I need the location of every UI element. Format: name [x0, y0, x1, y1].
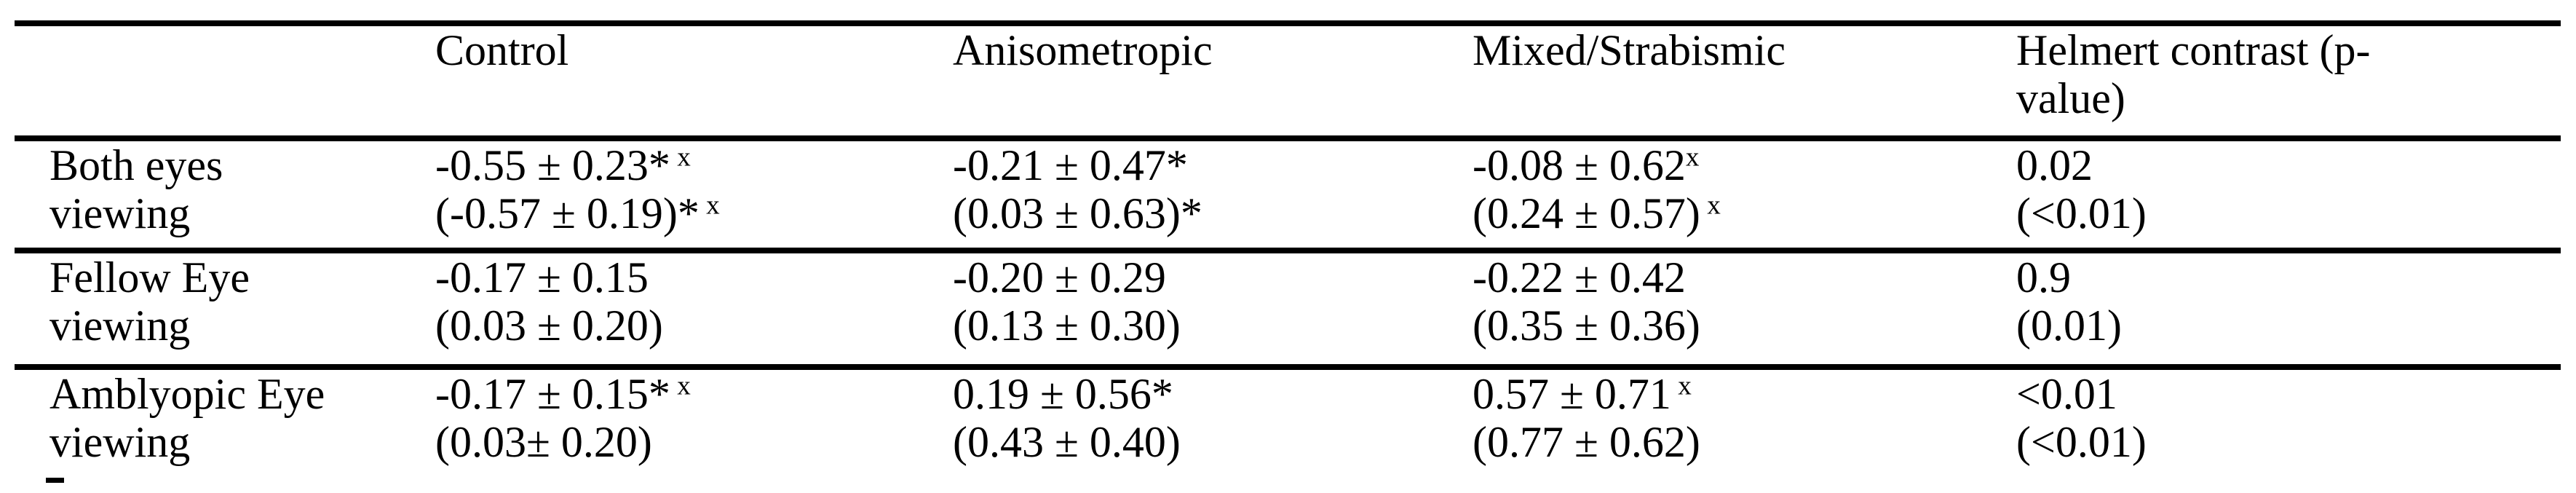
column-header-mixed-strabismic: Mixed/Strabismic [1473, 26, 1786, 74]
cell-fellow-eye-helmert: 0.9 (0.01) [2016, 251, 2561, 367]
cell-line-2: (0.43 ± 0.40) [953, 418, 1181, 466]
cell-amblyopic-eye-anisometropic: 0.19 ± 0.56* (0.43 ± 0.40) [953, 367, 1473, 493]
cell-line-2: (-0.57 ± 0.19)* x [435, 189, 720, 237]
header-line-1: Helmert contrast (p- [2016, 26, 2371, 74]
row-label-fellow-eye-viewing: Fellow Eye viewing [15, 251, 435, 367]
table-row-both-eyes-viewing: Both eyes viewing -0.55 ± 0.23* x (-0.57 ±… [15, 138, 2561, 251]
cell-both-eyes-anisometropic: -0.21 ± 0.47* (0.03 ± 0.63)* [953, 138, 1473, 251]
cell-both-eyes-mixed-strabismic: -0.08 ± 0.62x (0.24 ± 0.57) x [1473, 138, 2016, 251]
row-label-line-2: viewing [49, 189, 191, 237]
cell-both-eyes-helmert: 0.02 (<0.01) [2016, 138, 2561, 251]
cell-line-1: -0.17 ± 0.15* x [435, 370, 691, 418]
cell-fellow-eye-anisometropic: -0.20 ± 0.29 (0.13 ± 0.30) [953, 251, 1473, 367]
cell-line-2: (0.03± 0.20) [435, 418, 652, 466]
cell-line-2: (<0.01) [2016, 189, 2147, 237]
cell-line-1: 0.9 [2016, 253, 2071, 301]
cell-line-1: -0.17 ± 0.15 [435, 253, 649, 301]
superscript-x: x [670, 142, 691, 173]
row-label-line-1: Both eyes [49, 141, 223, 189]
cell-line-2: (0.35 ± 0.36) [1473, 301, 1700, 350]
cell-line-2: (0.03 ± 0.63)* [953, 189, 1202, 237]
table-row-fellow-eye-viewing: Fellow Eye viewing -0.17 ± 0.15 (0.03 ± 0.… [15, 251, 2561, 367]
column-header-anisometropic: Anisometropic [953, 26, 1213, 74]
header-line-2: value) [2016, 74, 2125, 122]
row-label-line-1: Fellow Eye [49, 253, 250, 301]
superscript-x: x [1700, 190, 1721, 221]
cell-line-2: (0.13 ± 0.30) [953, 301, 1181, 350]
cell-amblyopic-eye-helmert: <0.01 (<0.01) [2016, 367, 2561, 493]
table-row-amblyopic-eye-viewing: Amblyopic Eye viewing -0.17 ± 0.15* x (0.0… [15, 367, 2561, 493]
header-row: Control Anisometropic Mixed/Strabismic H… [15, 23, 2561, 138]
cell-amblyopic-eye-mixed-strabismic: 0.57 ± 0.71 x (0.77 ± 0.62) [1473, 367, 2016, 493]
column-header-control: Control [435, 26, 569, 74]
partial-bottom-rule [46, 478, 64, 483]
cell-line-1: -0.22 ± 0.42 [1473, 253, 1686, 301]
cell-line-1: -0.21 ± 0.47* [953, 141, 1188, 189]
cell-line-1: -0.20 ± 0.29 [953, 253, 1166, 301]
cell-both-eyes-control: -0.55 ± 0.23* x (-0.57 ± 0.19)* x [435, 138, 953, 251]
row-label-both-eyes-viewing: Both eyes viewing [15, 138, 435, 251]
cell-line-2: (<0.01) [2016, 418, 2147, 466]
superscript-x: x [699, 190, 720, 221]
superscript-x: x [1685, 142, 1700, 173]
cell-line-2: (0.24 ± 0.57) x [1473, 189, 1721, 237]
row-label-line-2: viewing [49, 418, 191, 466]
header-blank-cell [15, 23, 435, 138]
superscript-x: x [1671, 371, 1692, 401]
row-label-line-1: Amblyopic Eye [49, 370, 325, 418]
cell-line-1: <0.01 [2016, 370, 2117, 418]
cell-amblyopic-eye-control: -0.17 ± 0.15* x (0.03± 0.20) [435, 367, 953, 493]
helmert-contrast-table: Control Anisometropic Mixed/Strabismic H… [15, 20, 2561, 493]
cell-line-2: (0.77 ± 0.62) [1473, 418, 1700, 466]
superscript-x: x [670, 371, 691, 401]
cell-fellow-eye-control: -0.17 ± 0.15 (0.03 ± 0.20) [435, 251, 953, 367]
cell-line-2: (0.01) [2016, 301, 2122, 350]
cell-line-2: (0.03 ± 0.20) [435, 301, 663, 350]
cell-line-1: 0.02 [2016, 141, 2093, 189]
row-label-line-2: viewing [49, 301, 191, 350]
cell-line-1: -0.08 ± 0.62x [1473, 141, 1700, 189]
cell-line-1: 0.19 ± 0.56* [953, 370, 1173, 418]
cell-line-1: 0.57 ± 0.71 x [1473, 370, 1692, 418]
cell-fellow-eye-mixed-strabismic: -0.22 ± 0.42 (0.35 ± 0.36) [1473, 251, 2016, 367]
row-label-amblyopic-eye-viewing: Amblyopic Eye viewing [15, 367, 435, 493]
cell-line-1: -0.55 ± 0.23* x [435, 141, 691, 189]
column-header-helmert-contrast: Helmert contrast (p-value) [2016, 23, 2561, 138]
